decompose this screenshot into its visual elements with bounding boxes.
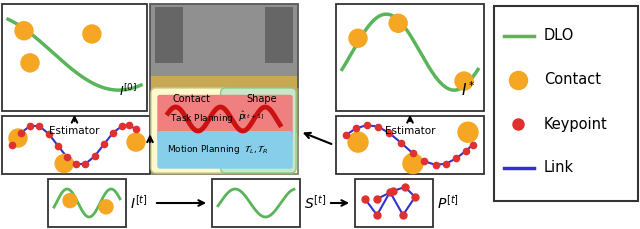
Bar	[2, 4, 147, 111]
Text: Link: Link	[544, 161, 574, 175]
Bar	[152, 89, 298, 174]
Text: DLO: DLO	[544, 28, 574, 44]
Bar	[48, 179, 126, 227]
FancyBboxPatch shape	[151, 88, 228, 173]
Text: Contact: Contact	[544, 73, 601, 87]
Text: $I^*$: $I^*$	[461, 80, 476, 99]
Circle shape	[455, 72, 473, 90]
Text: $I^{[t]}$: $I^{[t]}$	[130, 194, 148, 212]
Circle shape	[15, 22, 33, 40]
Bar	[494, 6, 638, 201]
Circle shape	[127, 133, 145, 151]
Circle shape	[348, 132, 368, 152]
FancyBboxPatch shape	[158, 132, 292, 168]
Circle shape	[21, 54, 39, 72]
Bar	[151, 76, 297, 133]
Text: Motion Planning  $\mathcal{T}_L, \mathcal{T}_R$: Motion Planning $\mathcal{T}_L, \mathcal…	[167, 143, 268, 156]
Circle shape	[55, 155, 73, 173]
Text: $I^{[0]}$: $I^{[0]}$	[119, 83, 137, 99]
Bar	[2, 116, 150, 174]
Text: Estimator: Estimator	[49, 126, 100, 136]
Bar	[151, 5, 297, 76]
Circle shape	[63, 194, 77, 208]
Bar	[355, 179, 433, 227]
FancyBboxPatch shape	[158, 95, 292, 140]
Circle shape	[99, 200, 113, 214]
Text: Contact: Contact	[172, 94, 211, 104]
Text: Hierarchical Framework: Hierarchical Framework	[158, 0, 290, 1]
Circle shape	[83, 25, 101, 43]
Circle shape	[349, 29, 367, 47]
Text: Task Planning  $\hat{P}^{[t+1]}$: Task Planning $\hat{P}^{[t+1]}$	[170, 110, 265, 126]
Bar	[336, 116, 484, 174]
Text: Keypoint: Keypoint	[544, 117, 608, 131]
Bar	[155, 7, 183, 63]
Bar	[150, 4, 298, 134]
Circle shape	[9, 129, 27, 147]
Bar	[336, 4, 484, 111]
Text: $S^{[t]}$: $S^{[t]}$	[304, 194, 326, 212]
Circle shape	[403, 154, 423, 174]
Text: Shape: Shape	[246, 94, 277, 104]
FancyBboxPatch shape	[221, 88, 296, 173]
Text: $P^{[t]}$: $P^{[t]}$	[437, 194, 459, 212]
Circle shape	[389, 14, 407, 32]
Bar	[212, 179, 300, 227]
Text: Estimator: Estimator	[385, 126, 435, 136]
Bar	[265, 7, 293, 63]
Circle shape	[458, 122, 478, 142]
